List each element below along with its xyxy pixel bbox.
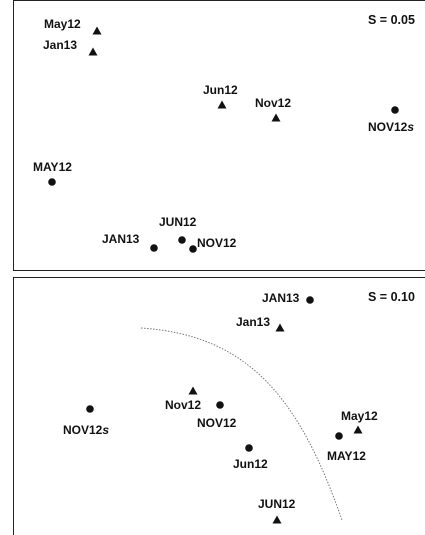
point-circle-jan13 xyxy=(150,244,158,252)
point-label-may12: May12 xyxy=(44,17,81,31)
point-label-nov12: Nov12 xyxy=(255,96,291,110)
panel-top-scale-label: S = 0.05 xyxy=(368,13,415,27)
point-label-nov12: Nov12 xyxy=(165,398,201,412)
point-triangle-may12 xyxy=(92,26,102,35)
point-circle-nov12 xyxy=(216,401,224,409)
panel-bottom: S = 0.10 JAN13 Jan13 Nov12 NOV12 NOV12s Jun12… xyxy=(13,277,425,535)
point-label-jun12: JUN12 xyxy=(258,497,296,511)
point-circle-jun12 xyxy=(245,444,253,452)
point-label-jan13: Jan13 xyxy=(236,315,270,329)
point-label-jun12: JUN12 xyxy=(159,215,197,229)
point-triangle-jan13 xyxy=(88,47,98,56)
point-label-may12: MAY12 xyxy=(33,160,72,174)
group-separator-curve xyxy=(140,327,343,521)
point-triangle-nov12 xyxy=(188,386,198,395)
point-label-jan13: Jan13 xyxy=(43,38,77,52)
point-triangle-may12 xyxy=(353,425,363,434)
point-label-nov12: NOV12 xyxy=(197,236,237,250)
panel-top-marks: May12 Jan13 Jun12 Nov12 NOV12s MAY12 JUN12 JAN1… xyxy=(33,17,414,253)
point-circle-nov12 xyxy=(189,245,197,253)
point-circle-jun12 xyxy=(178,236,186,244)
point-label-jan13: JAN13 xyxy=(102,232,140,246)
point-label-jun12: Jun12 xyxy=(233,457,268,471)
point-label-nov12: NOV12 xyxy=(197,416,237,430)
panel-bottom-marks: JAN13 Jan13 Nov12 NOV12 NOV12s Jun12 May12 MAY1… xyxy=(63,291,378,524)
point-triangle-nov12 xyxy=(271,113,281,122)
point-triangle-jun12 xyxy=(217,100,227,109)
point-triangle-jun12 xyxy=(272,515,282,524)
panel-bottom-scale-label: S = 0.10 xyxy=(368,290,415,304)
point-label-may12: MAY12 xyxy=(327,449,366,463)
point-circle-nov12s xyxy=(86,405,94,413)
point-circle-nov12s xyxy=(391,106,399,114)
point-circle-jan13 xyxy=(306,296,314,304)
point-triangle-jan13 xyxy=(275,323,285,332)
point-label-jan13: JAN13 xyxy=(262,291,300,305)
point-label-jun12: Jun12 xyxy=(203,83,238,97)
panel-top-frame xyxy=(13,0,425,271)
point-circle-may12 xyxy=(48,178,56,186)
point-circle-may12 xyxy=(335,432,343,440)
panel-top: S = 0.05 May12 Jan13 Jun12 Nov12 NOV12s MAY12… xyxy=(13,0,425,271)
point-label-may12: May12 xyxy=(341,409,378,423)
point-label-nov12s: NOV12s xyxy=(368,120,414,134)
point-label-nov12s: NOV12s xyxy=(63,423,109,437)
panel-bottom-frame xyxy=(13,277,425,535)
